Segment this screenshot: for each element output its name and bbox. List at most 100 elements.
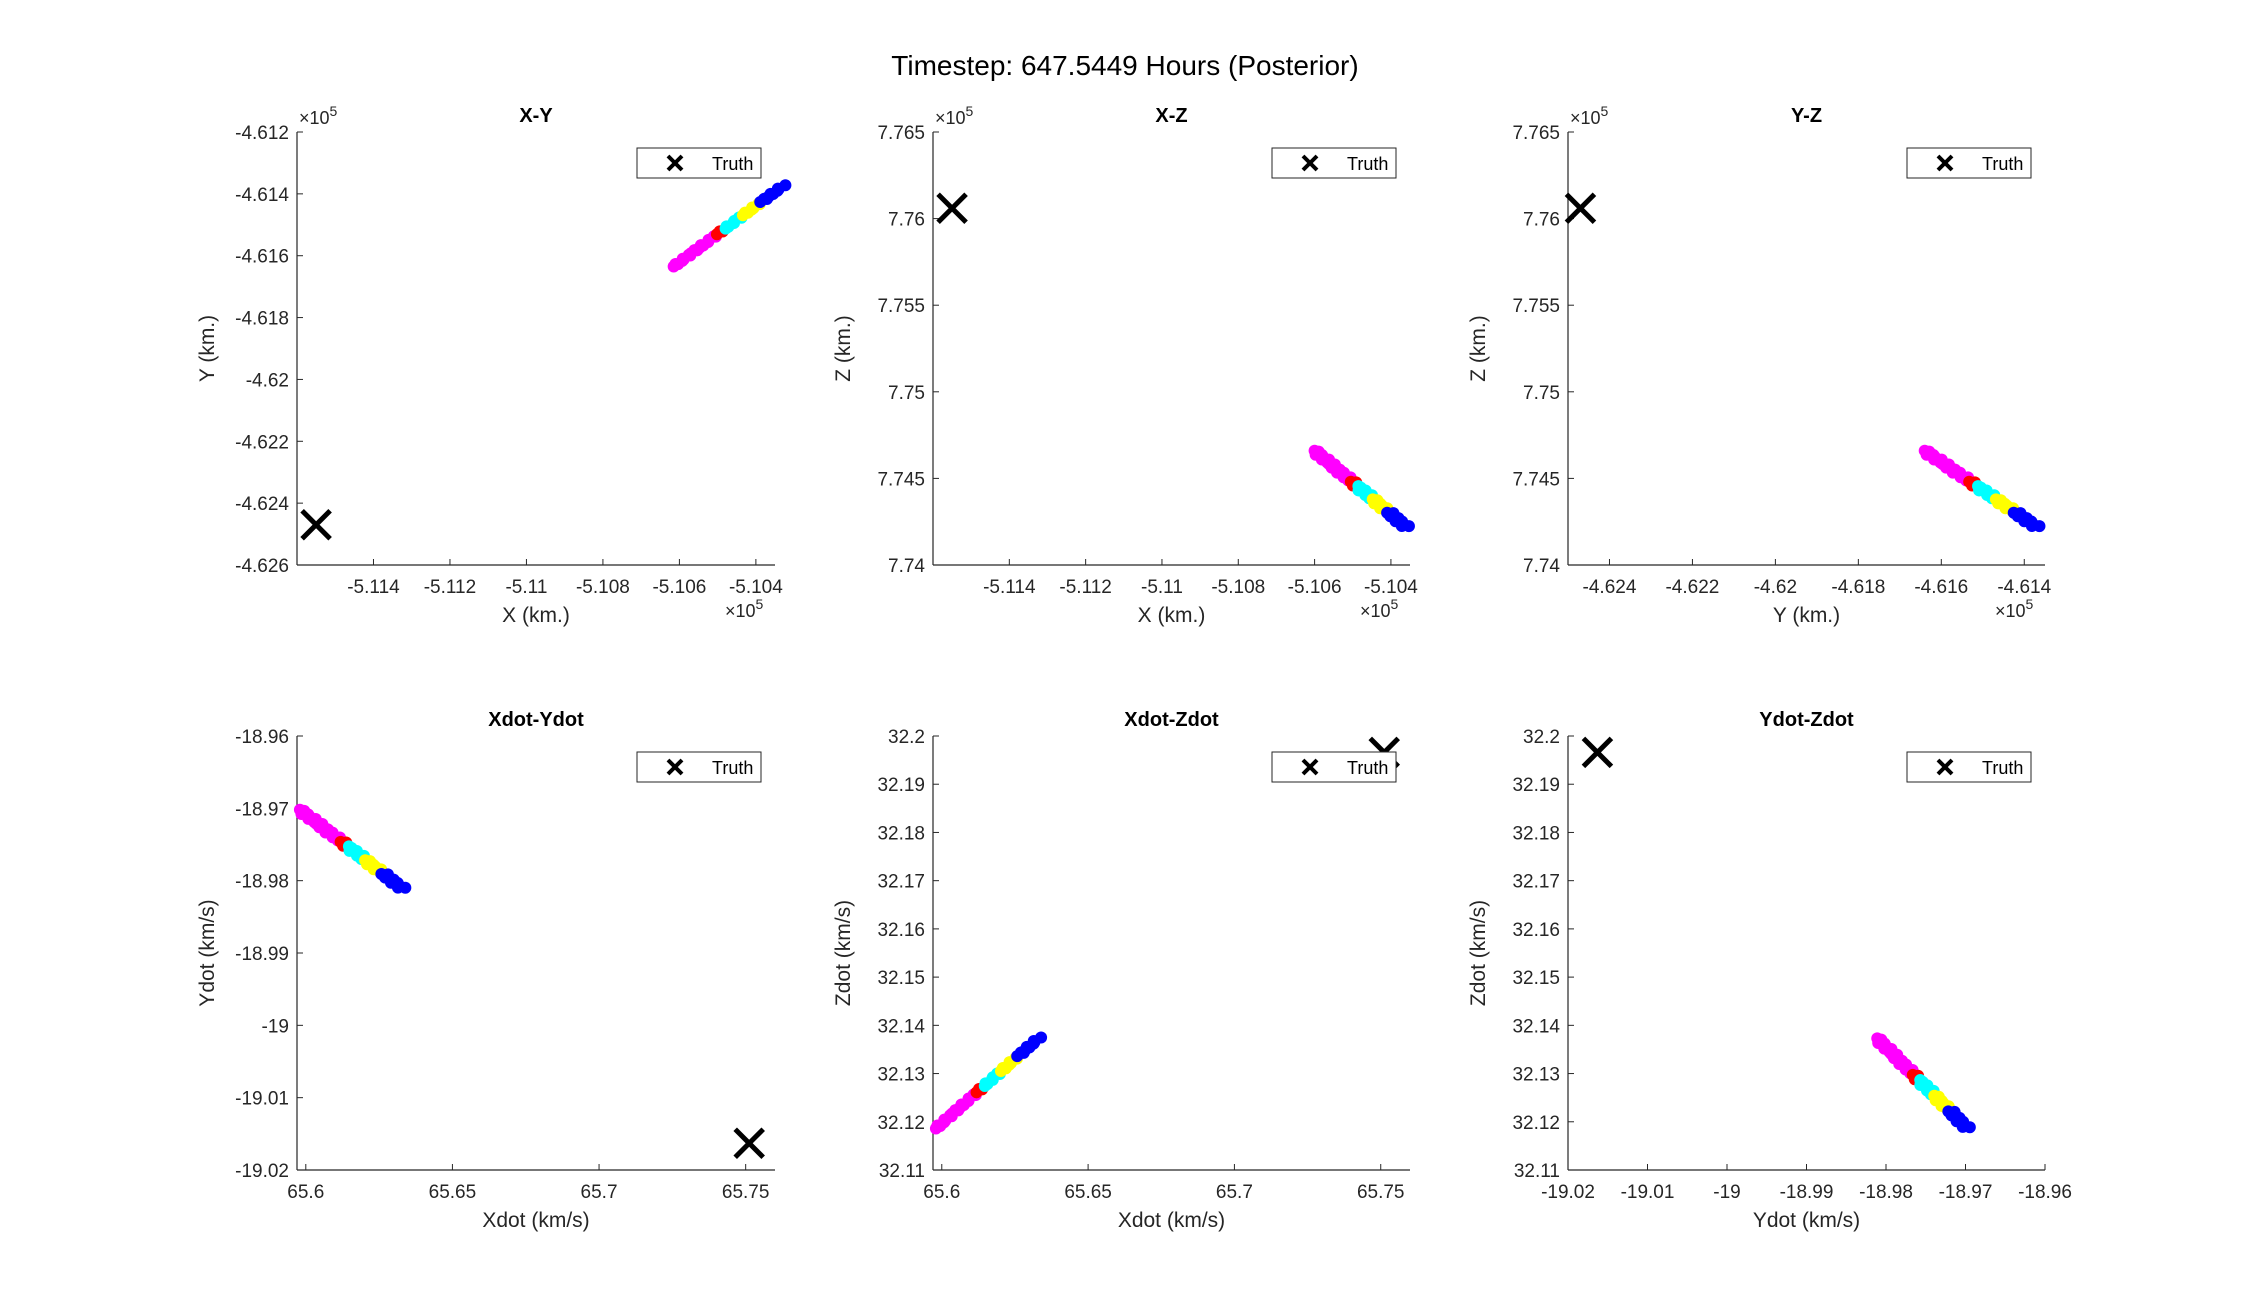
- subplot-ydot-zdot: -19.02 -19.01 -19 -18.99 -18.98 -18.97 -18.96 3…: [1467, 709, 2072, 1232]
- y-exponent-label: ×105: [935, 103, 974, 128]
- y-tick-label: 32.19: [877, 775, 925, 796]
- legend-box: [1271, 147, 1397, 179]
- y-tick-label: 32.11: [1514, 1161, 1560, 1182]
- y-tick-label: 7.745: [1512, 469, 1560, 490]
- truth-marker: [733, 1127, 765, 1160]
- truth-marker: [1564, 192, 1597, 224]
- x-tick-label: -5.108: [576, 577, 630, 598]
- y-tick-label: 7.755: [1512, 296, 1560, 317]
- y-tick-label: 7.75: [1523, 383, 1560, 404]
- x-tick-label: -4.614: [1997, 577, 2051, 598]
- y-tick-label: 32.2: [1523, 727, 1560, 748]
- truth-marker: [300, 509, 332, 541]
- legend-label: Truth: [1982, 154, 2023, 174]
- x-axis-label: X (km.): [502, 604, 570, 627]
- y-tick-label: -19.02: [235, 1161, 289, 1182]
- y-tick-label: 32.17: [877, 872, 925, 893]
- truth-marker-stroke: [1581, 736, 1614, 769]
- y-tick-label: 7.74: [888, 556, 925, 577]
- particle-point: [1963, 1121, 1976, 1134]
- y-tick-label: 32.17: [1512, 872, 1560, 893]
- y-tick-label: 7.75: [888, 383, 925, 404]
- x-tick-label: -19: [1713, 1182, 1740, 1203]
- legend-marker: [666, 758, 684, 776]
- legend-box: [636, 751, 762, 783]
- truth-marker-stroke: [1564, 192, 1597, 224]
- x-tick-label: 65.7: [581, 1182, 618, 1203]
- y-tick-label: -4.62: [246, 370, 289, 391]
- subplot-title: Xdot-Zdot: [1124, 709, 1219, 731]
- x-tick-label: -19.02: [1541, 1182, 1595, 1203]
- subplot-title: Xdot-Ydot: [488, 709, 584, 731]
- y-tick-label: 7.76: [1523, 210, 1560, 231]
- x-exponent-label: ×105: [1360, 596, 1399, 621]
- x-tick-label: -5.106: [652, 577, 706, 598]
- y-tick-label: 32.18: [877, 823, 925, 844]
- truth-marker: [1581, 736, 1614, 769]
- y-tick-label: -4.616: [235, 247, 289, 268]
- y-tick-label: 32.12: [1512, 1113, 1560, 1134]
- subplot-title: Y-Z: [1791, 105, 1822, 127]
- legend: Truth: [1271, 147, 1397, 179]
- y-tick-label: 7.74: [1523, 556, 1560, 577]
- y-exponent-label: ×105: [1570, 103, 1609, 128]
- legend-box: [1906, 751, 2032, 783]
- y-tick-label: 32.15: [877, 968, 925, 989]
- y-tick-label: 32.13: [1512, 1065, 1560, 1086]
- legend-label: Truth: [712, 758, 753, 778]
- y-tick-label: 7.755: [877, 296, 925, 317]
- y-tick-label: 32.14: [1512, 1016, 1560, 1037]
- x-tick-label: -5.11: [505, 577, 547, 598]
- y-axis-label: Z (km.): [832, 315, 855, 381]
- x-axis-label: Xdot (km/s): [482, 1209, 589, 1232]
- y-axis-label: Y (km.): [196, 315, 219, 382]
- y-tick-label: 32.13: [877, 1065, 925, 1086]
- legend-marker: [1936, 154, 1954, 172]
- y-tick-label: 32.12: [877, 1113, 925, 1134]
- legend-label: Truth: [1347, 758, 1388, 778]
- subplot-title: Ydot-Zdot: [1759, 709, 1854, 731]
- particle-point: [1402, 520, 1415, 533]
- x-axis-label: Xdot (km/s): [1118, 1209, 1225, 1232]
- subplot-xdot-zdot: 65.6 65.65 65.7 65.75 32.11 32.12 32.13 32.14 32…: [832, 709, 1410, 1232]
- x-tick-label: -4.624: [1583, 577, 1637, 598]
- x-exponent-label: ×105: [1995, 596, 2034, 621]
- y-tick-label: 32.16: [1512, 920, 1560, 941]
- x-tick-label: -5.104: [729, 577, 783, 598]
- subplot-x-y: -5.114 -5.112 -5.11 -5.108 -5.106 -5.104 -4.62…: [196, 103, 792, 627]
- x-tick-label: -5.114: [347, 577, 400, 598]
- y-tick-label: -4.626: [235, 556, 289, 577]
- x-axis-label: Y (km.): [1773, 604, 1840, 627]
- x-tick-label: -5.104: [1364, 577, 1418, 598]
- subplot-title: X-Z: [1155, 105, 1187, 127]
- subplot-x-z: -5.114 -5.112 -5.11 -5.108 -5.106 -5.104 7.74 7…: [832, 103, 1418, 627]
- x-tick-label: -5.108: [1211, 577, 1265, 598]
- x-tick-label: 65.7: [1216, 1182, 1253, 1203]
- y-tick-label: 32.14: [877, 1016, 925, 1037]
- particle-point: [399, 881, 412, 894]
- y-axis-label: Zdot (km/s): [1467, 900, 1490, 1006]
- y-exponent-label: ×105: [299, 103, 338, 128]
- x-tick-label: -18.96: [2018, 1182, 2072, 1203]
- x-tick-label: 65.6: [287, 1182, 324, 1203]
- y-tick-label: 32.16: [877, 920, 925, 941]
- x-tick-label: 65.75: [1357, 1182, 1405, 1203]
- x-axis-label: X (km.): [1138, 604, 1206, 627]
- truth-marker-stroke: [936, 192, 968, 224]
- x-tick-label: -19.01: [1621, 1182, 1675, 1203]
- y-tick-label: -19.01: [235, 1089, 289, 1110]
- legend-box: [636, 147, 762, 179]
- particle-point: [1035, 1031, 1048, 1044]
- x-tick-label: -5.112: [1059, 577, 1111, 598]
- y-tick-label: -4.624: [235, 494, 289, 515]
- x-tick-label: -5.106: [1288, 577, 1342, 598]
- y-tick-label: -18.97: [235, 799, 289, 820]
- legend: Truth: [1906, 751, 2032, 783]
- x-tick-label: -4.622: [1665, 577, 1719, 598]
- truth-marker: [936, 192, 968, 224]
- legend: Truth: [636, 751, 762, 783]
- legend-box: [1906, 147, 2032, 179]
- x-tick-label: 65.6: [923, 1182, 960, 1203]
- subplot-title: X-Y: [519, 105, 553, 127]
